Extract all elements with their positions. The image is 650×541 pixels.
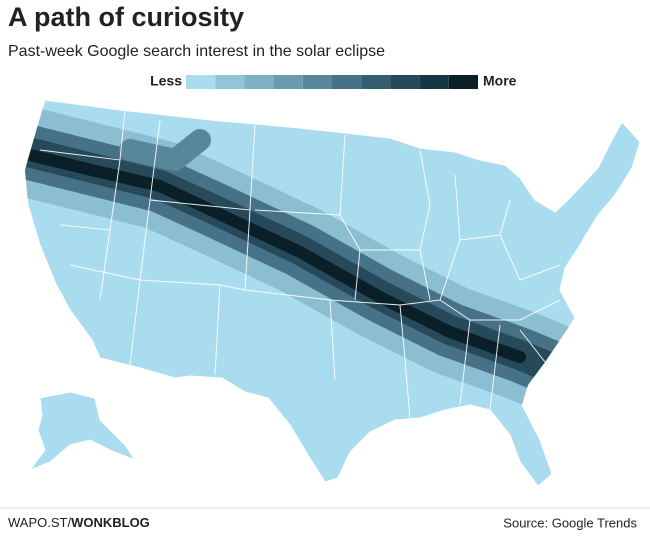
eclipse-band: [25, 105, 625, 425]
legend-swatch: [332, 75, 362, 89]
source: Source: Google Trends: [503, 515, 637, 530]
legend-low: Less: [150, 73, 182, 89]
legend: Less More: [150, 73, 517, 89]
credit-prefix: WAPO.ST/: [8, 515, 71, 530]
legend-swatch: [215, 75, 245, 89]
title: A path of curiosity: [8, 2, 244, 32]
legend-swatch: [448, 75, 478, 89]
legend-swatch: [361, 75, 391, 89]
legend-swatch: [390, 75, 420, 89]
map: [24, 99, 641, 487]
legend-high: More: [483, 73, 517, 89]
credit: WAPO.ST/WONKBLOG: [8, 515, 150, 530]
legend-swatch: [273, 75, 303, 89]
legend-swatch: [419, 75, 449, 89]
alaska: [28, 391, 137, 472]
legend-swatch: [244, 75, 274, 89]
legend-swatch: [302, 75, 332, 89]
credit-bold: WONKBLOG: [71, 515, 150, 530]
legend-swatch: [186, 75, 216, 89]
subtitle: Past-week Google search interest in the …: [8, 43, 385, 60]
state-borders: [39, 109, 561, 419]
